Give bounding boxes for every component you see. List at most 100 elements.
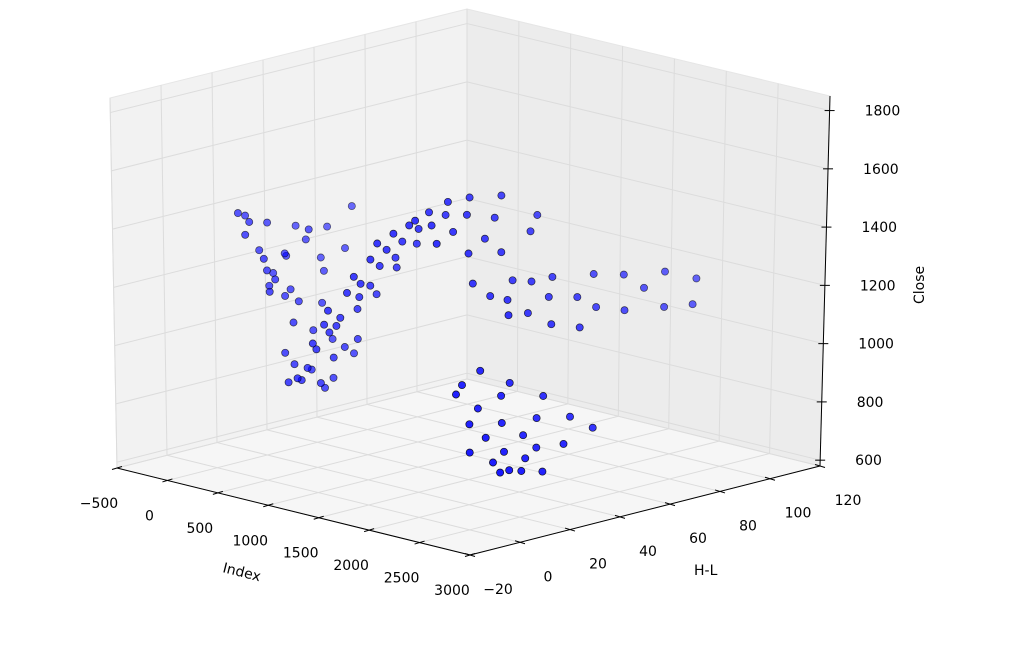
data-point: [280, 249, 289, 258]
y-tick-label: 100: [785, 506, 812, 522]
data-point: [692, 274, 701, 283]
data-point: [443, 197, 452, 206]
data-point: [328, 335, 337, 343]
x-tick: [111, 466, 123, 470]
grid-line: [466, 372, 821, 461]
data-point: [481, 433, 490, 442]
y-tick: [514, 540, 526, 545]
data-point: [301, 235, 310, 244]
data-point: [465, 420, 474, 429]
data-point: [425, 208, 433, 217]
data-point: [432, 239, 441, 248]
x-tick: [313, 515, 324, 520]
data-point: [497, 419, 506, 427]
data-point: [464, 249, 473, 258]
grid-line: [419, 453, 770, 544]
y-tick: [814, 464, 826, 468]
data-point: [265, 287, 274, 296]
grid-line: [167, 390, 518, 481]
data-point: [452, 390, 460, 399]
y-tick: [714, 489, 726, 494]
data-point: [592, 303, 601, 312]
y-axis-line: [469, 465, 821, 556]
data-point: [241, 211, 250, 220]
data-point: [462, 210, 471, 219]
data-points: [233, 191, 701, 477]
data-point: [427, 221, 436, 230]
x-axis-line: [116, 467, 471, 556]
data-point: [284, 378, 293, 387]
grid-line: [266, 429, 621, 518]
data-point: [441, 211, 450, 219]
data-point: [303, 363, 312, 372]
x-tick-label: 2000: [333, 558, 369, 574]
x-tick-label: 500: [186, 521, 213, 537]
x-tick: [162, 478, 173, 483]
grid-line: [415, 21, 418, 392]
grid-line: [114, 256, 468, 347]
y-tick-label: 40: [639, 544, 657, 560]
x-axis-label: Index: [221, 560, 262, 585]
data-point: [343, 288, 351, 297]
data-point: [532, 443, 541, 452]
data-point: [308, 339, 317, 348]
data-point: [316, 379, 325, 388]
data-point: [332, 321, 341, 330]
data-point: [391, 253, 400, 262]
data-point: [547, 320, 556, 329]
data-point: [504, 311, 513, 320]
data-point: [349, 272, 358, 281]
grid-line: [166, 454, 521, 543]
x-tick: [212, 490, 224, 495]
data-point: [336, 313, 345, 322]
data-point: [503, 295, 512, 304]
grid-line: [110, 23, 468, 114]
data-point: [468, 279, 477, 288]
data-point: [489, 458, 497, 467]
data-point: [544, 292, 553, 301]
grid-line: [116, 372, 468, 463]
y-tick: [664, 502, 676, 507]
data-point: [329, 353, 338, 362]
data-point: [382, 245, 391, 254]
data-point: [497, 248, 506, 257]
data-point: [458, 381, 466, 390]
data-point: [356, 279, 365, 288]
data-point: [340, 343, 349, 351]
grid-line: [116, 378, 468, 469]
data-point: [366, 255, 375, 264]
grid-line: [369, 440, 720, 531]
y-tick: [464, 553, 476, 557]
grid-line: [364, 34, 368, 405]
data-point: [566, 412, 574, 421]
data-point: [476, 366, 485, 375]
grid-line: [466, 81, 829, 170]
data-point: [539, 392, 548, 400]
data-point: [527, 277, 536, 286]
data-point: [500, 447, 508, 456]
data-point: [263, 266, 271, 275]
data-point: [309, 326, 318, 335]
grid-line: [109, 97, 118, 469]
data-point: [559, 439, 568, 448]
x-tick: [263, 503, 274, 508]
data-point: [533, 211, 542, 219]
data-point: [372, 290, 381, 299]
data-point: [319, 266, 328, 275]
y-tick: [564, 527, 576, 532]
data-point: [405, 221, 414, 230]
grid-line: [115, 314, 468, 405]
grid-line: [466, 378, 821, 467]
y-tick-label: 60: [689, 531, 707, 547]
grid-line: [313, 47, 318, 418]
z-axis-label: Close: [912, 266, 928, 304]
z-tick-label: 1600: [863, 162, 899, 178]
x-tick-label: 1500: [283, 546, 319, 562]
data-point: [449, 227, 458, 236]
grid-line: [211, 72, 218, 443]
tick-labels: −500 0 500 1000 1500 2000 2500 3000 −20 0 20 40 60 80…: [80, 104, 900, 599]
grid-line: [567, 33, 572, 404]
axis-lines: [111, 95, 835, 557]
data-point: [505, 378, 514, 387]
